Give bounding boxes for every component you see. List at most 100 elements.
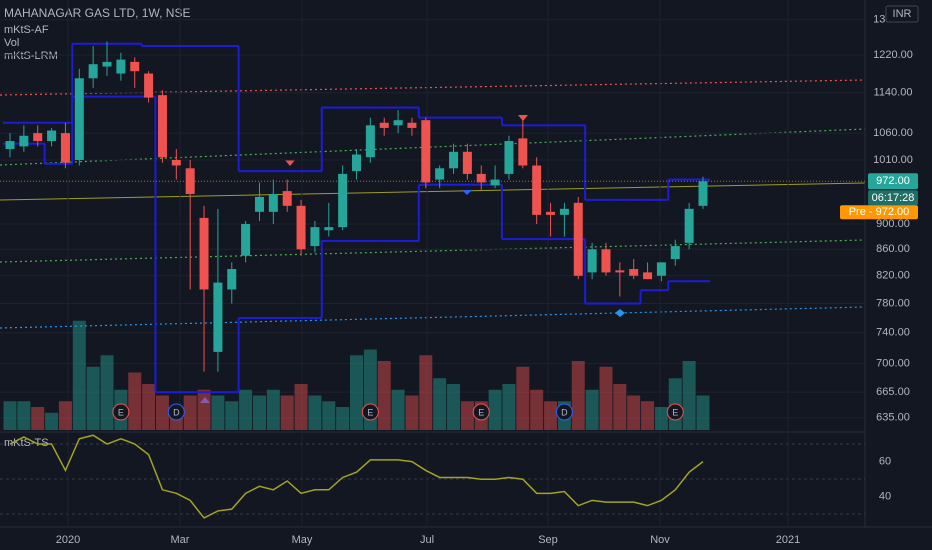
y-tick-label: 665.00 <box>876 386 910 398</box>
trend-lines <box>0 79 866 329</box>
indicator-name: Vol <box>4 37 19 49</box>
volume-bar <box>183 395 197 430</box>
signal-marker <box>200 397 210 403</box>
candle-body <box>698 181 708 206</box>
trend-line <box>0 239 866 263</box>
indicator-name: mKtS-AF <box>4 24 49 36</box>
y-tick-label: 1060.00 <box>873 127 913 139</box>
candle-body <box>171 159 181 166</box>
volume-bar <box>433 378 447 430</box>
event-label: E <box>478 407 484 417</box>
candle-body <box>19 135 29 147</box>
candle-body <box>60 133 70 163</box>
y-tick-label: 860.00 <box>876 243 910 255</box>
event-label: E <box>118 407 124 417</box>
symbol-title: MAHANAGAR GAS LTD, 1W, NSE <box>4 6 190 20</box>
candle-body <box>254 196 264 212</box>
candle-body <box>643 272 653 280</box>
volume-bar <box>405 395 419 430</box>
x-tick-label: Nov <box>650 534 670 546</box>
candle-body <box>615 270 625 273</box>
volume-bar <box>377 361 391 430</box>
candle-body <box>88 64 98 79</box>
candle-body <box>116 59 126 74</box>
y-tick-label: 635.00 <box>876 412 910 424</box>
volume-bar <box>100 355 114 430</box>
candle-body <box>421 120 431 183</box>
candle-body <box>241 224 251 256</box>
x-tick-label: Sep <box>538 534 558 546</box>
y-tick-label: 700.00 <box>876 358 910 370</box>
event-label: E <box>367 407 373 417</box>
y-tick-label: 40 <box>879 491 891 503</box>
x-tick-label: May <box>292 534 313 546</box>
volume-bar <box>197 389 211 430</box>
candle-body <box>130 61 140 72</box>
countdown-tag <box>868 190 918 206</box>
volume-bar <box>294 384 308 430</box>
volume-bar <box>599 366 613 430</box>
candle-body <box>310 227 320 247</box>
candle-body <box>213 282 223 352</box>
candle-body <box>573 202 583 276</box>
candle-body <box>462 151 472 174</box>
volume-bar <box>460 401 474 430</box>
volume-bar <box>17 401 31 430</box>
candle-body <box>282 191 292 206</box>
premarket-tag <box>840 205 918 220</box>
candle-body <box>185 168 195 195</box>
candle-body <box>684 208 694 243</box>
y-tick-label: 780.00 <box>876 297 910 309</box>
candle-body <box>559 208 569 215</box>
volume-bar <box>45 412 59 430</box>
price-tag-label: 972.00 <box>876 175 910 187</box>
candle-body <box>227 269 237 290</box>
candle-body <box>393 120 403 126</box>
x-tick-label: 2020 <box>56 534 80 546</box>
signal-marker <box>518 115 528 121</box>
candle-body <box>476 173 486 183</box>
volume-bar <box>280 395 294 430</box>
volume-bar <box>585 389 599 430</box>
candle-body <box>199 217 209 290</box>
currency-label: INR <box>893 8 912 20</box>
y-tick-label: 900.00 <box>876 218 910 230</box>
candle-body <box>268 194 278 212</box>
volume-bar <box>336 407 350 430</box>
candle-body <box>656 262 666 276</box>
volume-bar <box>128 372 142 430</box>
event-marker <box>361 403 379 421</box>
candle-body <box>47 130 57 142</box>
price-tag <box>868 173 918 190</box>
volume-bar <box>613 384 627 430</box>
candle-body <box>518 138 528 166</box>
volume-bar <box>447 384 461 430</box>
volume-bar <box>239 389 253 430</box>
event-label: D <box>173 407 180 417</box>
y-tick-label: 740.00 <box>876 327 910 339</box>
volume-bar <box>252 395 266 430</box>
y-tick-label: 60 <box>879 456 891 468</box>
signal-marker <box>615 309 625 317</box>
volume-bar <box>86 366 100 430</box>
candle-body <box>33 133 43 142</box>
volume-bar <box>544 401 558 430</box>
volume-bar <box>225 401 239 430</box>
candle-body <box>587 249 597 273</box>
trend-line <box>0 182 866 201</box>
candle-body <box>157 95 167 158</box>
volume-bar <box>155 395 169 430</box>
x-tick-label: Mar <box>171 534 190 546</box>
indicator-name: mKtS-LRM <box>4 50 58 62</box>
volume-bar <box>322 401 336 430</box>
volume-bar <box>488 389 502 430</box>
event-marker <box>666 403 684 421</box>
candle-body <box>504 141 514 174</box>
indicator-name: mKtS-TS <box>4 437 49 449</box>
trend-line <box>0 306 866 329</box>
candle-body <box>5 141 15 150</box>
volume-bar <box>142 384 156 430</box>
x-tick-label: Jul <box>420 534 434 546</box>
y-tick-label: 1140.00 <box>874 87 913 99</box>
